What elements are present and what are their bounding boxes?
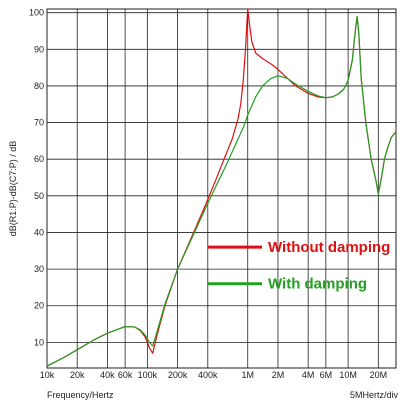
- x-tick-label: 200k: [168, 370, 188, 380]
- grid-lines: [47, 9, 396, 368]
- x-division-label: 5MHertz/div: [350, 390, 399, 400]
- x-tick-label: 400k: [198, 370, 218, 380]
- y-tick-label: 50: [34, 191, 44, 201]
- x-tick-label: 20M: [370, 370, 388, 380]
- x-tick-label: 100k: [138, 370, 158, 380]
- y-tick-label: 40: [34, 227, 44, 237]
- x-axis-label: Frequency/Hertz: [47, 390, 114, 400]
- series-line-with-damping: [46, 15, 397, 367]
- y-tick-label: 90: [34, 44, 44, 54]
- y-tick-label: 100: [29, 8, 44, 18]
- x-tick-label: 6M: [320, 370, 333, 380]
- x-tick-labels: 10k 20k 40k 60k 100k 200k 400k 1M 2M 4M 6M 10M 20M: [40, 370, 387, 380]
- x-tick-label: 20k: [70, 370, 85, 380]
- y-tick-label: 10: [34, 337, 44, 347]
- legend: Without damping With damping: [208, 239, 390, 293]
- y-tick-label: 80: [34, 81, 44, 91]
- y-tick-label: 60: [34, 154, 44, 164]
- y-axis-label: dB(R1:P)-dB(C7:P) / dB: [8, 141, 18, 237]
- y-tick-label: 70: [34, 118, 44, 128]
- plot-frame: [46, 8, 397, 369]
- x-tick-label: 4M: [302, 370, 315, 380]
- y-tick-label: 30: [34, 264, 44, 274]
- y-tick-labels: 10 20 30 40 50 60 70 80 90 100: [29, 8, 44, 348]
- x-tick-label: 1M: [241, 370, 254, 380]
- legend-label-with-damping: With damping: [268, 276, 367, 293]
- x-tick-label: 10M: [339, 370, 357, 380]
- x-tick-label: 10k: [40, 370, 55, 380]
- y-tick-label: 20: [34, 301, 44, 311]
- x-tick-label: 60k: [118, 370, 133, 380]
- x-tick-label: 2M: [272, 370, 285, 380]
- series-layer: [46, 8, 397, 367]
- x-tick-label: 40k: [100, 370, 115, 380]
- legend-label-without-damping: Without damping: [268, 239, 390, 256]
